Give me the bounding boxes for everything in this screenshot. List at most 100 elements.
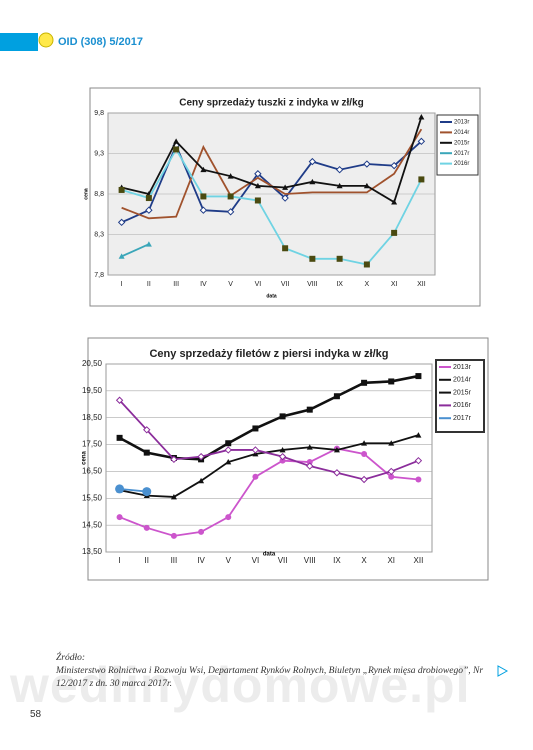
y-axis-label: cena <box>82 451 88 465</box>
chart-title: Ceny sprzedaży filetów z piersi indyka w… <box>149 348 388 360</box>
marker <box>173 138 180 144</box>
marker <box>333 393 340 400</box>
marker <box>143 449 150 456</box>
marker <box>387 467 395 476</box>
y-tick-label: 8,3 <box>94 231 104 238</box>
marker <box>361 440 368 446</box>
marker <box>227 193 234 200</box>
marker <box>363 160 371 168</box>
marker <box>252 450 259 457</box>
y-tick-label: 7,8 <box>94 272 104 279</box>
marker <box>282 245 289 252</box>
y-tick-label: 9,8 <box>94 110 104 117</box>
marker <box>225 440 232 447</box>
x-tick-label: II <box>145 556 149 565</box>
series-line <box>118 374 419 461</box>
marker <box>278 452 287 461</box>
marker <box>415 476 422 483</box>
y-tick-label: 15,50 <box>82 493 103 502</box>
marker <box>279 446 286 453</box>
legend-label: 2017r <box>454 151 469 157</box>
y-tick-label: 14,50 <box>82 520 103 529</box>
marker <box>143 426 151 434</box>
x-tick-label: V <box>228 281 233 288</box>
watermark: wedlinydomowe.pl <box>10 657 471 713</box>
x-tick-label: IX <box>336 281 343 288</box>
y-tick-label: 13,50 <box>82 547 103 556</box>
marker <box>309 255 316 262</box>
y-tick-label: 16,50 <box>82 467 103 476</box>
x-tick-label: VII <box>281 281 290 288</box>
marker <box>415 432 422 438</box>
marker <box>118 253 125 259</box>
legend-box <box>435 359 485 433</box>
header-bar <box>0 33 38 51</box>
marker <box>336 182 343 189</box>
series-line <box>118 399 419 481</box>
legend-label: 2013r <box>453 364 472 371</box>
marker <box>117 218 126 227</box>
source-text: Ministerstwo Rolnictwa i Rozwoju Wsi, De… <box>56 666 484 689</box>
x-tick-label: XI <box>387 556 395 565</box>
marker <box>391 229 398 236</box>
marker <box>227 173 234 179</box>
marker <box>333 446 340 453</box>
legend-label: 2015r <box>454 140 469 146</box>
y-tick-label: 8,8 <box>94 191 104 198</box>
marker <box>414 456 423 465</box>
marker <box>415 373 422 380</box>
legend-label: 2014r <box>454 130 469 136</box>
marker <box>116 514 123 521</box>
x-tick-label: X <box>361 556 367 565</box>
x-tick-label: X <box>365 281 370 288</box>
marker <box>254 170 262 178</box>
marker <box>361 450 368 457</box>
marker <box>142 487 152 497</box>
marker <box>388 440 395 446</box>
marker <box>281 194 289 202</box>
marker <box>336 255 343 262</box>
marker <box>170 455 178 464</box>
marker <box>333 469 341 477</box>
marker <box>115 396 124 404</box>
marker <box>306 459 313 466</box>
y-axis-label: cena <box>83 188 89 200</box>
y-tick-label: 9,3 <box>94 150 104 157</box>
x-tick-label: IX <box>333 556 341 565</box>
x-tick-label: IV <box>197 556 205 565</box>
source: Źródło: Ministerstwo Rolnictwa i Rozwoju… <box>56 652 496 691</box>
marker <box>145 241 152 247</box>
marker <box>170 493 177 500</box>
series-line <box>121 116 423 204</box>
marker <box>225 459 232 465</box>
marker <box>200 193 207 200</box>
marker <box>199 206 208 214</box>
marker <box>360 475 368 484</box>
y-tick-label: 19,50 <box>82 386 103 395</box>
marker <box>388 378 395 385</box>
marker <box>252 473 259 480</box>
marker <box>282 184 289 190</box>
x-tick-label: I <box>118 556 120 565</box>
marker <box>254 197 261 204</box>
series-line <box>119 447 419 537</box>
marker <box>118 186 125 193</box>
marker <box>198 528 205 535</box>
x-tick-label: III <box>173 281 179 288</box>
header-title: OID (308) 5/2017 <box>58 36 143 48</box>
marker <box>198 477 205 484</box>
x-tick-label: VI <box>252 556 260 565</box>
marker <box>391 199 398 205</box>
marker <box>116 434 123 441</box>
marker <box>225 514 232 521</box>
x-axis-label: data <box>263 552 276 558</box>
marker <box>418 114 425 120</box>
marker <box>361 379 368 386</box>
marker <box>306 406 313 413</box>
marker <box>115 484 125 494</box>
marker <box>173 146 180 153</box>
marker <box>388 473 395 480</box>
legend-box <box>436 114 479 176</box>
marker <box>417 137 426 146</box>
